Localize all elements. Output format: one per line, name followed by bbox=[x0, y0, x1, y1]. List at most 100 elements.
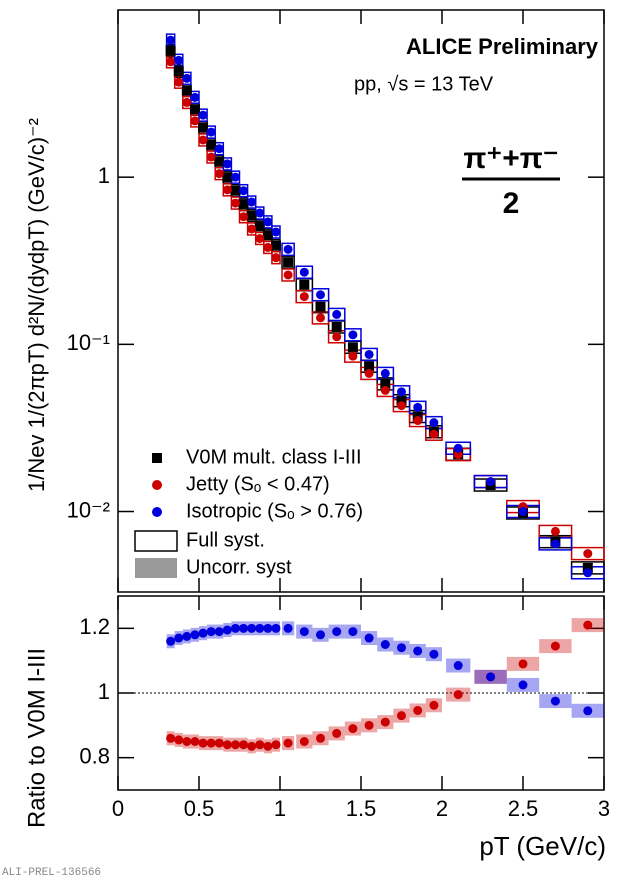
marker bbox=[283, 244, 293, 254]
marker bbox=[270, 240, 281, 251]
marker bbox=[316, 290, 325, 300]
marker bbox=[332, 728, 342, 738]
syst-box bbox=[311, 287, 330, 302]
syst-box bbox=[360, 347, 378, 362]
marker bbox=[198, 110, 208, 120]
y-tick-label: 10⁻¹ bbox=[67, 330, 110, 355]
marker bbox=[189, 104, 200, 115]
marker bbox=[348, 351, 358, 361]
marker bbox=[182, 73, 192, 83]
marker bbox=[239, 186, 249, 196]
marker bbox=[174, 55, 184, 65]
marker bbox=[397, 401, 406, 411]
legend-marker bbox=[152, 453, 162, 463]
marker bbox=[453, 450, 463, 460]
marker bbox=[190, 737, 200, 746]
marker bbox=[206, 738, 216, 748]
marker bbox=[550, 526, 560, 536]
marker bbox=[413, 705, 423, 715]
syst-box bbox=[281, 268, 295, 282]
marker bbox=[262, 230, 273, 241]
marker bbox=[583, 568, 593, 578]
legend-label: Full syst. bbox=[186, 529, 265, 551]
marker bbox=[283, 257, 294, 268]
marker bbox=[550, 696, 560, 706]
marker bbox=[222, 172, 233, 183]
marker bbox=[380, 385, 390, 395]
marker bbox=[271, 253, 281, 263]
legend-syst-box bbox=[134, 530, 178, 552]
marker bbox=[255, 233, 265, 243]
marker bbox=[582, 562, 593, 573]
marker bbox=[190, 630, 200, 640]
marker bbox=[316, 313, 325, 323]
marker bbox=[413, 646, 423, 656]
y-tick-label: 10⁻² bbox=[67, 497, 110, 522]
legend-label: V0M mult. class I-III bbox=[186, 446, 362, 468]
marker bbox=[166, 733, 176, 743]
marker bbox=[380, 368, 390, 378]
marker bbox=[518, 680, 528, 690]
marker bbox=[315, 301, 326, 312]
marker bbox=[583, 706, 593, 716]
marker bbox=[222, 740, 232, 750]
marker bbox=[247, 224, 257, 234]
x-tick-label: 0 bbox=[112, 796, 124, 821]
marker bbox=[518, 659, 528, 669]
marker bbox=[550, 539, 560, 549]
y-axis-label: Ratio to V0M I-III bbox=[23, 648, 50, 828]
marker bbox=[271, 740, 281, 750]
marker bbox=[263, 623, 273, 633]
marker bbox=[254, 221, 265, 232]
marker bbox=[247, 623, 257, 633]
x-tick-label: 0.5 bbox=[184, 796, 215, 821]
marker bbox=[174, 77, 184, 87]
marker bbox=[222, 625, 232, 635]
marker bbox=[583, 620, 593, 630]
marker bbox=[214, 169, 224, 179]
marker bbox=[206, 139, 217, 150]
y-tick-label: 1 bbox=[98, 163, 110, 188]
particle-numerator: π⁺+π⁻ bbox=[463, 142, 558, 175]
legend-label: Isotropic (Sₒ > 0.76) bbox=[186, 500, 363, 522]
legend-label: Uncorr. syst bbox=[186, 556, 292, 578]
marker bbox=[230, 172, 240, 182]
marker bbox=[380, 717, 390, 727]
marker bbox=[166, 57, 176, 67]
marker bbox=[380, 640, 390, 649]
marker bbox=[190, 116, 200, 126]
marker bbox=[364, 349, 374, 359]
x-tick-label: 1.5 bbox=[346, 796, 377, 821]
particle-denominator: 2 bbox=[503, 187, 520, 220]
marker bbox=[263, 242, 273, 252]
marker bbox=[486, 477, 496, 487]
marker bbox=[230, 198, 240, 208]
x-axis-label: pT (GeV/c) bbox=[479, 831, 606, 861]
marker bbox=[263, 217, 273, 227]
marker bbox=[222, 185, 232, 195]
marker bbox=[364, 361, 375, 372]
marker bbox=[283, 738, 293, 748]
marker bbox=[263, 741, 273, 751]
syst-box bbox=[281, 255, 295, 269]
marker bbox=[255, 208, 265, 218]
marker bbox=[453, 690, 463, 700]
marker bbox=[347, 342, 358, 353]
marker bbox=[518, 507, 528, 517]
marker bbox=[271, 227, 281, 237]
marker bbox=[364, 720, 374, 730]
marker bbox=[397, 711, 406, 721]
marker bbox=[247, 197, 257, 207]
marker bbox=[453, 661, 463, 671]
marker bbox=[299, 279, 310, 290]
marker bbox=[380, 378, 391, 389]
syst-box bbox=[295, 265, 314, 279]
marker bbox=[173, 66, 184, 77]
y-tick-label: 0.8 bbox=[79, 743, 110, 768]
marker bbox=[182, 631, 192, 641]
marker bbox=[239, 623, 249, 633]
legend-marker bbox=[152, 507, 162, 517]
marker bbox=[299, 737, 309, 746]
marker bbox=[255, 623, 265, 633]
